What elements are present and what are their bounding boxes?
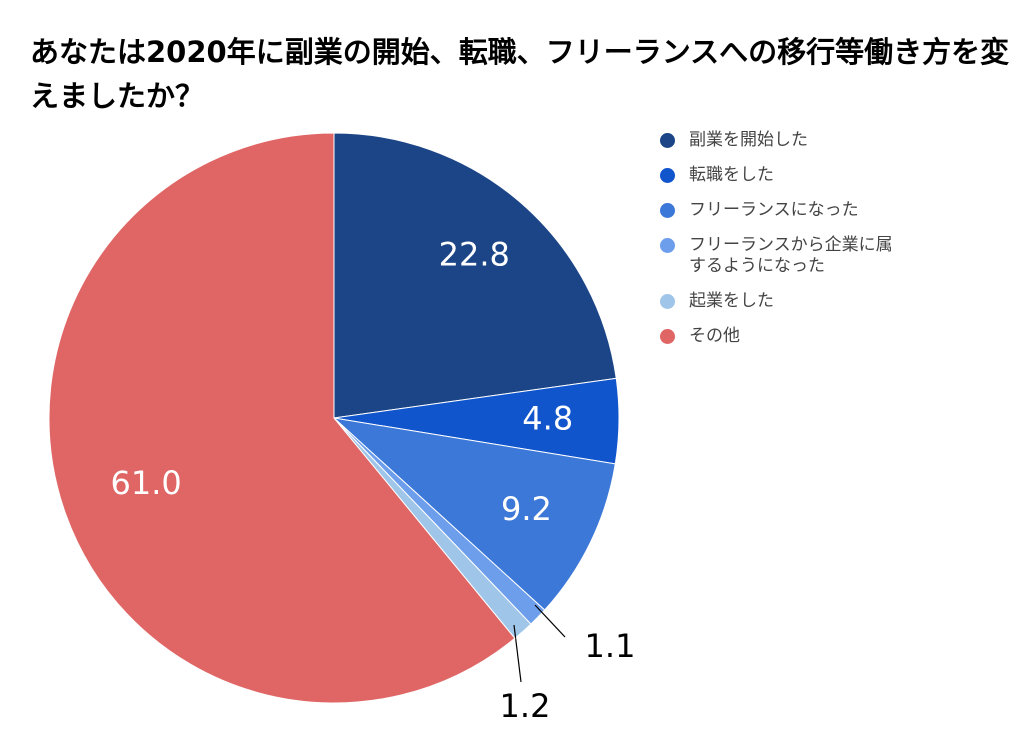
legend: 副業を開始した 転職をしたフリーランスになったフリーランスから企業に属するようにな…: [660, 130, 909, 361]
legend-swatch: [660, 168, 675, 183]
data-label: 61.0: [111, 464, 182, 502]
data-label: 9.2: [501, 490, 552, 528]
legend-item: フリーランスになった: [660, 200, 909, 221]
leader-line: [513, 624, 522, 683]
pie-slice: [333, 132, 617, 419]
legend-item: その他: [660, 326, 909, 347]
legend-swatch: [660, 294, 675, 309]
legend-label: フリーランスになった: [689, 200, 859, 220]
legend-swatch: [660, 238, 675, 253]
legend-swatch: [660, 133, 675, 148]
data-label: 1.1: [585, 627, 636, 665]
legend-item: 副業を開始した: [660, 130, 909, 151]
pie-slice: [332, 417, 616, 611]
legend-swatch: [660, 329, 675, 344]
legend-swatch: [660, 203, 675, 218]
leader-line: [534, 604, 566, 638]
legend-label: その他: [689, 326, 740, 346]
legend-label: 起業をした: [689, 291, 774, 311]
legend-label: 転職をした: [689, 165, 774, 185]
legend-item: フリーランスから企業に属するようになった: [660, 235, 909, 277]
legend-label: フリーランスから企業に属するようになった: [689, 235, 893, 276]
legend-item: 転職をした: [660, 165, 909, 186]
legend-label: 副業を開始した: [689, 130, 808, 150]
data-label: 22.8: [439, 236, 510, 274]
chart-title: あなたは2020年に副業の開始、転職、フリーランスへの移行等働き方を変えましたか…: [30, 35, 1010, 113]
data-label: 4.8: [522, 399, 573, 437]
legend-item: 起業をした: [660, 291, 909, 312]
data-label: 1.2: [500, 687, 551, 725]
pie-slice: [48, 132, 516, 704]
